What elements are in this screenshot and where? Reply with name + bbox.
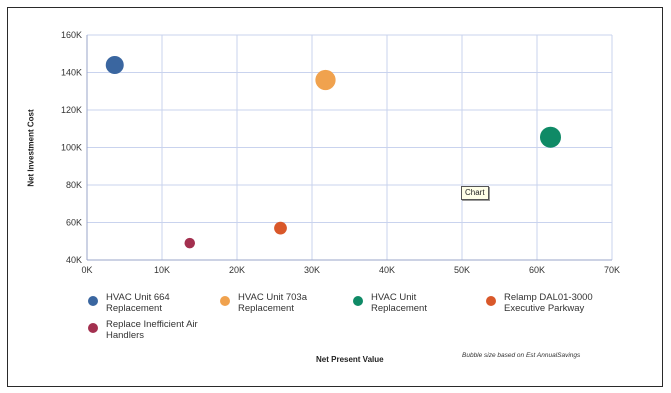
x-tick-label: 70K: [604, 265, 620, 275]
legend-item-relamp[interactable]: Relamp DAL01-3000 Executive Parkway: [486, 292, 593, 314]
legend: HVAC Unit 664 Replacement HVAC Unit 703a…: [80, 292, 640, 348]
bubble-size-note: Bubble size based on Est AnnualSavings: [462, 352, 581, 359]
x-tick-label: 40K: [379, 265, 395, 275]
x-tick-label: 30K: [304, 265, 320, 275]
data-bubble[interactable]: [274, 221, 287, 235]
legend-item-hvac-664[interactable]: HVAC Unit 664 Replacement: [88, 292, 170, 314]
data-bubble[interactable]: [105, 56, 124, 74]
x-axis-label: Net Present Value: [316, 355, 384, 364]
legend-label: Relamp DAL01-3000 Executive Parkway: [504, 292, 593, 314]
y-tick-label: 80K: [66, 180, 82, 190]
data-bubble[interactable]: [540, 126, 561, 148]
legend-label: HVAC Unit 703a Replacement: [238, 292, 307, 314]
x-tick-label: 50K: [454, 265, 470, 275]
legend-label: HVAC Unit Replacement: [371, 292, 427, 314]
legend-item-hvac-703a[interactable]: HVAC Unit 703a Replacement: [220, 292, 307, 314]
y-tick-label: 160K: [61, 30, 82, 40]
legend-marker: [220, 296, 230, 306]
data-bubble[interactable]: [315, 69, 336, 91]
legend-label: Replace Inefficient Air Handlers: [106, 319, 198, 341]
y-tick-label: 100K: [61, 143, 82, 153]
legend-label: HVAC Unit 664 Replacement: [106, 292, 170, 314]
chart-tooltip: Chart: [461, 186, 489, 200]
x-tick-label: 60K: [529, 265, 545, 275]
legend-item-hvac-unit[interactable]: HVAC Unit Replacement: [353, 292, 427, 314]
y-tick-label: 40K: [66, 255, 82, 265]
x-tick-label: 10K: [154, 265, 170, 275]
y-tick-label: 60K: [66, 218, 82, 228]
legend-item-air-handlers[interactable]: Replace Inefficient Air Handlers: [88, 319, 198, 341]
legend-marker: [486, 296, 496, 306]
data-bubble[interactable]: [184, 237, 196, 249]
y-tick-label: 120K: [61, 105, 82, 115]
y-tick-label: 140K: [61, 68, 82, 78]
x-tick-label: 20K: [229, 265, 245, 275]
legend-marker: [88, 323, 98, 333]
legend-marker: [88, 296, 98, 306]
y-axis-label: Net Investment Cost: [26, 109, 36, 187]
legend-marker: [353, 296, 363, 306]
x-tick-label: 0K: [81, 265, 92, 275]
